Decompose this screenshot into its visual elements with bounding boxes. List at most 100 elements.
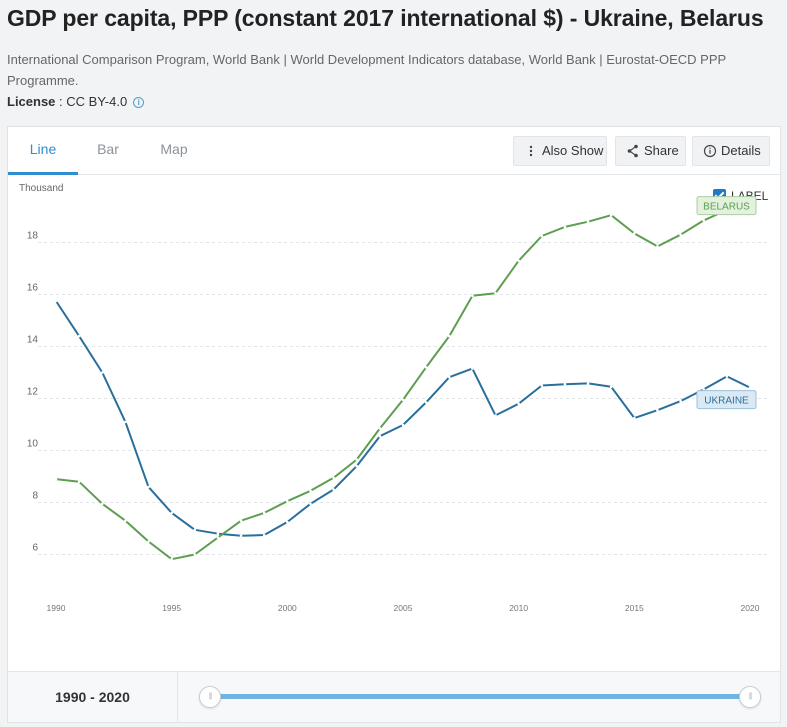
data-point xyxy=(170,511,173,515)
data-point xyxy=(124,519,127,522)
data-point xyxy=(609,385,613,389)
data-point xyxy=(355,458,359,461)
data-point xyxy=(586,382,590,385)
data-point xyxy=(286,499,289,503)
data-point xyxy=(77,334,81,338)
data-point xyxy=(517,259,520,262)
range-footer: 1990 - 2020 xyxy=(8,671,780,722)
data-point xyxy=(147,540,150,543)
data-point xyxy=(494,291,497,295)
y-tick-label: 14 xyxy=(27,335,39,346)
data-point xyxy=(378,427,382,430)
data-point xyxy=(725,375,729,378)
data-point xyxy=(609,213,613,217)
chart-card: Line Bar Map Also Show Share Details Tho… xyxy=(7,126,781,723)
range-handle-start[interactable] xyxy=(199,686,221,708)
data-point xyxy=(471,367,474,370)
data-point xyxy=(332,488,335,491)
data-point xyxy=(563,225,567,229)
data-point xyxy=(447,334,451,338)
data-point xyxy=(656,408,659,412)
data-point xyxy=(679,233,682,236)
data-point xyxy=(239,534,243,538)
series-label-text: UKRAINE xyxy=(704,396,749,407)
data-point xyxy=(702,388,706,391)
data-point xyxy=(262,533,266,537)
plot-area: Thousand LABEL 6 8 10 12 14 16 18 1990 1995 2000 2… xyxy=(8,175,780,671)
data-point xyxy=(494,414,497,417)
page-title: GDP per capita, PPP (constant 2017 inter… xyxy=(7,5,764,31)
license-label: License xyxy=(7,94,56,109)
series-label-text: BELARUS xyxy=(703,202,750,213)
data-point xyxy=(586,220,590,223)
data-point xyxy=(633,416,636,420)
header: GDP per capita, PPP (constant 2017 inter… xyxy=(0,0,787,125)
also-show-button[interactable]: Also Show xyxy=(513,136,607,166)
share-label: Share xyxy=(644,143,679,158)
data-point xyxy=(309,489,312,493)
also-show-label: Also Show xyxy=(542,143,604,158)
data-point xyxy=(424,366,428,369)
data-point xyxy=(702,219,706,222)
details-label: Details xyxy=(721,143,761,158)
data-point xyxy=(540,384,544,387)
x-tick-label: 2000 xyxy=(278,603,297,613)
data-point xyxy=(100,502,104,506)
tab-line[interactable]: Line xyxy=(8,127,78,175)
data-point xyxy=(424,401,428,404)
data-point xyxy=(471,294,474,298)
data-point xyxy=(332,476,335,480)
series-line-belarus xyxy=(55,209,751,561)
details-button[interactable]: Details xyxy=(692,136,770,166)
data-point xyxy=(216,536,220,539)
range-slider-track[interactable] xyxy=(218,694,754,699)
data-point xyxy=(748,386,752,389)
y-tick-label: 16 xyxy=(27,283,39,294)
data-point xyxy=(77,480,81,484)
data-point xyxy=(633,232,636,235)
data-point xyxy=(401,423,405,427)
source-note: International Comparison Program, World … xyxy=(7,52,726,88)
y-tick-label: 10 xyxy=(27,439,39,450)
data-point xyxy=(239,519,243,522)
tab-bar-chart[interactable]: Bar xyxy=(97,141,119,157)
data-point xyxy=(447,375,451,379)
x-tick-label: 2005 xyxy=(394,603,413,613)
x-tick-label: 2015 xyxy=(625,603,644,613)
y-tick-label: 6 xyxy=(32,543,38,554)
y-axis-unit: Thousand xyxy=(19,183,64,194)
y-tick-label: 12 xyxy=(27,387,39,398)
tab-bar: Line Bar Map Also Show Share Details xyxy=(8,127,780,175)
data-point xyxy=(193,528,197,532)
data-point xyxy=(309,502,312,506)
data-point xyxy=(540,234,544,238)
license-value: : CC BY-4.0 xyxy=(55,94,128,109)
data-point xyxy=(54,299,58,303)
x-tick-label: 2020 xyxy=(741,603,760,613)
data-point xyxy=(170,557,173,561)
info-icon[interactable]: i xyxy=(133,97,145,108)
data-point xyxy=(100,371,104,374)
series-label-belarus: BELARUS xyxy=(696,196,757,216)
tab-map[interactable]: Map xyxy=(160,141,188,157)
x-tick-label: 1995 xyxy=(162,603,181,613)
share-icon xyxy=(627,144,638,158)
range-handle-end[interactable] xyxy=(739,686,761,708)
y-tick-label: 18 xyxy=(27,231,39,242)
share-button[interactable]: Share xyxy=(615,136,686,166)
data-point xyxy=(262,511,266,515)
info-circle-icon xyxy=(703,144,717,158)
data-point xyxy=(401,398,405,402)
data-point xyxy=(193,553,197,556)
data-point xyxy=(355,464,359,468)
data-point xyxy=(54,477,58,481)
series-label-ukraine: UKRAINE xyxy=(696,390,757,410)
data-point xyxy=(563,382,567,386)
year-range-label: 1990 - 2020 xyxy=(8,672,178,722)
x-tick-label: 2010 xyxy=(509,603,528,613)
data-point xyxy=(216,532,220,535)
y-tick-label: 8 xyxy=(32,491,38,502)
data-point xyxy=(147,485,150,489)
data-point xyxy=(286,520,289,524)
line-chart: 6 8 10 12 14 16 18 1990 1995 2000 2005 2010 2015 2020… xyxy=(27,196,770,613)
